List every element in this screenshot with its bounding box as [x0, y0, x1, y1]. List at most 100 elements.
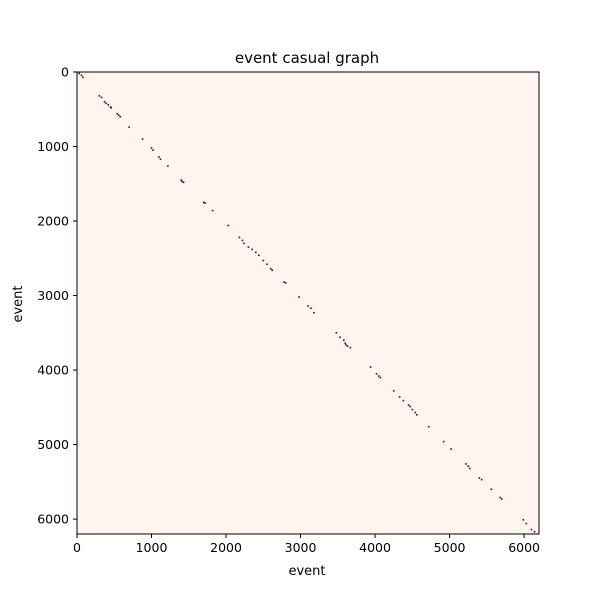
heatmap-cell	[107, 103, 110, 106]
heatmap-cell	[283, 281, 285, 283]
heatmap-cell	[468, 467, 471, 470]
heatmap-cell	[180, 179, 183, 181]
heatmap-cell	[310, 307, 312, 310]
heatmap-cell	[346, 345, 349, 348]
heatmap-cell	[414, 411, 417, 414]
heatmap-cell	[349, 346, 352, 349]
heatmap-cell	[480, 478, 483, 481]
heatmap-cell	[490, 488, 493, 491]
heatmap-cell	[522, 519, 525, 521]
heatmap-cell	[150, 147, 153, 149]
heatmap-cell	[379, 376, 382, 379]
heatmap-cell	[266, 263, 268, 266]
heatmap-cell	[398, 396, 401, 398]
y-tick-label: 5000	[37, 437, 69, 452]
x-tick-label: 6000	[508, 540, 540, 555]
heatmap-cell	[499, 496, 502, 499]
heatmap-cell	[307, 305, 309, 307]
heatmap-cell	[141, 138, 144, 140]
heatmap-cell	[344, 342, 347, 345]
heatmap-cell	[271, 269, 274, 272]
heatmap-cell	[407, 404, 410, 406]
heatmap-cell	[255, 251, 257, 254]
heatmap-cell	[284, 282, 287, 284]
heatmap-cell	[500, 498, 503, 500]
heatmap-cell	[202, 201, 205, 204]
heatmap-cell	[204, 202, 206, 204]
heatmap-cell	[238, 236, 241, 239]
y-tick-label: 2000	[37, 214, 69, 229]
x-tick-label: 4000	[359, 540, 391, 555]
heatmap-cell	[375, 372, 378, 375]
heatmap-cell	[369, 366, 372, 368]
heatmap-cell	[467, 465, 470, 467]
heatmap-cell	[415, 413, 418, 416]
heatmap-cell	[339, 336, 341, 339]
heatmap-cell	[117, 114, 120, 117]
heatmap-cell	[298, 296, 300, 298]
chart-title: event casual graph	[235, 49, 379, 67]
heatmap-cell	[442, 440, 445, 443]
heatmap-cell	[409, 405, 411, 408]
heatmap-cell	[103, 101, 106, 103]
heatmap-cell	[525, 522, 528, 525]
heatmap-cell	[342, 339, 345, 342]
heatmap-cell	[78, 72, 81, 75]
heatmap-cell	[313, 311, 315, 314]
heatmap-cell	[105, 102, 107, 105]
heatmap-cell	[377, 375, 380, 377]
heatmap-cell	[411, 408, 414, 411]
heatmap-cell	[247, 246, 250, 248]
heatmap-marks	[78, 72, 536, 533]
x-axis: 0 1000 2000 3000 4000 5000 6000	[73, 534, 540, 555]
heatmap-cell	[258, 254, 260, 257]
y-tick-label: 4000	[37, 363, 69, 378]
heatmap-cell	[243, 242, 245, 245]
heatmap-cell	[402, 399, 405, 402]
y-tick-label: 3000	[37, 288, 69, 303]
heatmap-cell	[181, 180, 183, 183]
heatmap-cell	[167, 165, 169, 167]
y-tick-label: 0	[61, 65, 69, 80]
heatmap-cell	[159, 158, 162, 160]
heatmap-cell	[98, 95, 101, 97]
heatmap-cell	[152, 149, 154, 152]
heatmap-cell	[262, 259, 265, 262]
heatmap-cell	[465, 463, 467, 465]
heatmap-cell	[110, 106, 113, 109]
heatmap-cell	[158, 156, 160, 158]
heatmap-cell	[211, 209, 214, 212]
heatmap-cell	[345, 343, 347, 346]
heatmap-background	[77, 72, 539, 534]
y-tick-label: 1000	[37, 139, 69, 154]
heatmap-cell	[116, 112, 119, 115]
x-tick-label: 3000	[285, 540, 317, 555]
plot-frame	[76, 71, 540, 535]
heatmap-cell	[80, 74, 83, 77]
heatmap-cell	[335, 332, 338, 334]
x-tick-label: 2000	[210, 540, 242, 555]
heatmap-cell	[100, 96, 103, 99]
y-tick-label: 6000	[37, 512, 69, 527]
heatmap-cell	[427, 425, 430, 428]
heatmap-cell	[450, 448, 452, 450]
x-axis-label: event	[288, 564, 325, 579]
heatmap-cell	[119, 115, 122, 118]
heatmap-cell	[128, 126, 130, 128]
heatmap-cell	[530, 528, 533, 531]
heatmap-cell	[392, 390, 395, 392]
heatmap-cell	[241, 239, 244, 242]
heatmap-cell	[182, 181, 185, 184]
y-axis-label: event	[11, 285, 26, 322]
heatmap-cell	[533, 530, 536, 533]
heatmap-cell	[227, 224, 230, 227]
heatmap-cell	[269, 267, 272, 270]
x-tick-label: 0	[73, 540, 81, 555]
heatmap-cell	[82, 76, 84, 79]
heatmap-cell	[478, 477, 481, 479]
x-tick-label: 5000	[434, 540, 466, 555]
heatmap-cell	[251, 248, 253, 251]
x-tick-label: 1000	[136, 540, 168, 555]
y-axis: 0 1000 2000 3000 4000 5000 6000	[37, 65, 77, 527]
